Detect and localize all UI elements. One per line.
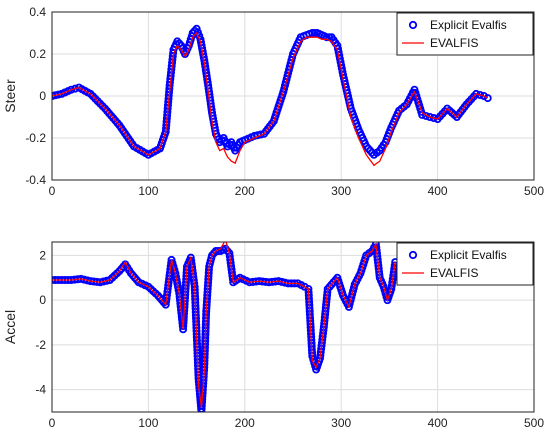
chart-2-y-axis-label: Accel xyxy=(2,310,18,344)
chart-1-y-tick-label: -0.4 xyxy=(25,173,46,187)
chart-1-axes-frame xyxy=(51,11,535,181)
chart-1-series-layer xyxy=(52,24,492,167)
chart-1-x-tick-label: 200 xyxy=(235,184,255,198)
chart-2-y-tick-label: 0 xyxy=(39,293,46,307)
chart-1-legend: Explicit Evalfis EVALFIS xyxy=(396,12,534,56)
chart-1-y-tick-label: 0.2 xyxy=(29,47,46,61)
chart-1-explicit-evalfis-point xyxy=(472,89,481,98)
chart-2-x-tick-label: 200 xyxy=(235,416,255,430)
chart-1-x-tick-label: 300 xyxy=(331,184,351,198)
chart-2-x-tick-label: 0 xyxy=(49,416,56,430)
chart-2-legend-evalfis-label: EVALFIS xyxy=(430,266,478,280)
chart-1-legend-explicit-evalfis-marker xyxy=(408,20,418,30)
chart-1-legend-box xyxy=(396,12,534,56)
chart-2-legend: Explicit Evalfis EVALFIS xyxy=(396,242,534,286)
chart-2: 0 100 200 300 400 500 2 0 -2 -4 Accel Explicit Eval… xyxy=(2,241,544,430)
chart-2-legend-explicit-evalfis-marker xyxy=(408,250,418,260)
chart-1-x-tick-label: 0 xyxy=(49,184,56,198)
chart-2-legend-box xyxy=(396,242,534,286)
chart-2-evalfis-line xyxy=(52,242,396,408)
chart-2-x-tick-label: 300 xyxy=(331,416,351,430)
chart-1-y-tick-label: 0 xyxy=(39,89,46,103)
chart-2-x-tick-label: 400 xyxy=(428,416,448,430)
chart-1-explicit-evalfis-point xyxy=(476,90,485,99)
chart-1-legend-evalfis-label: EVALFIS xyxy=(430,36,478,50)
chart-2-series-layer xyxy=(52,242,400,412)
chart-1-explicit-evalfis-point xyxy=(483,94,492,103)
chart-1-x-tick-label: 500 xyxy=(524,184,544,198)
chart-1-x-tick-label: 400 xyxy=(428,184,448,198)
chart-2-legend-explicit-evalfis-label: Explicit Evalfis xyxy=(430,248,507,262)
chart-1: 0 100 200 300 400 500 0.4 0.2 0 -0.2 -0.4 Steer Expl… xyxy=(2,5,544,198)
chart-1-y-tick-label: -0.2 xyxy=(25,131,46,145)
chart-2-x-tick-label: 100 xyxy=(138,416,158,430)
chart-1-explicit-evalfis-point xyxy=(425,113,434,122)
chart-1-x-tick-label: 100 xyxy=(138,184,158,198)
chart-1-evalfis-line xyxy=(52,31,489,167)
chart-2-y-tick-label: 2 xyxy=(39,248,46,262)
chart-2-y-tick-label: -2 xyxy=(35,338,46,352)
chart-2-y-tick-label: -4 xyxy=(35,383,46,397)
chart-1-y-axis-label: Steer xyxy=(2,79,18,113)
chart-2-x-tick-label: 500 xyxy=(524,416,544,430)
chart-1-explicit-evalfis-point xyxy=(67,85,76,94)
chart-1-y-tick-label: 0.4 xyxy=(29,5,46,19)
chart-2-axes-frame xyxy=(51,241,535,413)
chart-1-legend-explicit-evalfis-label: Explicit Evalfis xyxy=(430,18,507,32)
